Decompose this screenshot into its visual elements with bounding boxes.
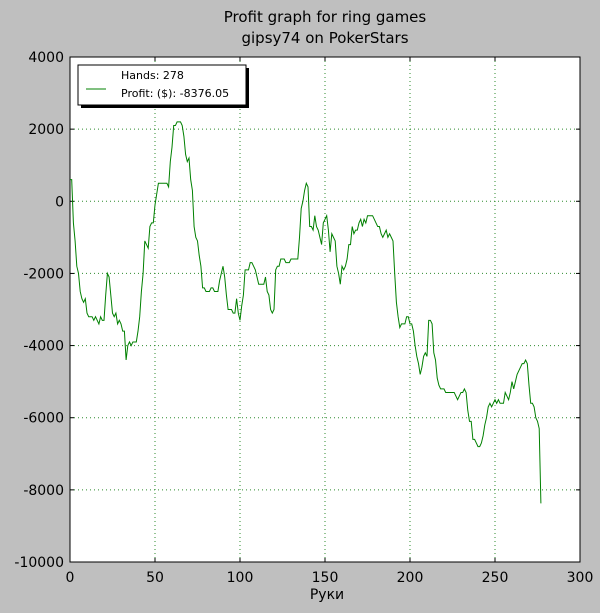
x-tick-label: 50 <box>146 570 164 586</box>
x-tick-label: 200 <box>397 570 424 586</box>
x-tick-label: 0 <box>66 570 75 586</box>
x-axis-label: Руки <box>310 587 344 603</box>
y-tick-label: -4000 <box>23 339 64 355</box>
y-tick-label: -2000 <box>23 266 64 282</box>
y-tick-label: 2000 <box>28 122 64 138</box>
y-tick-label: 0 <box>55 194 64 210</box>
y-tick-label: -10000 <box>14 555 64 571</box>
axis-ticks <box>69 56 581 563</box>
x-tick-label: 300 <box>567 570 594 586</box>
x-tick-label: 150 <box>312 570 339 586</box>
y-tick-label: 4000 <box>28 50 64 66</box>
legend-profit: Profit: ($): -8376.05 <box>121 87 229 100</box>
x-tick-labels: 0 50 100 150 200 250 300 <box>66 570 594 586</box>
y-tick-label: -8000 <box>23 483 64 499</box>
legend-hands: Hands: 278 <box>121 69 184 82</box>
profit-line <box>70 121 542 504</box>
grid-lines <box>70 57 580 562</box>
y-tick-label: -6000 <box>23 411 64 427</box>
chart-title: Profit graph for ring games <box>224 8 427 26</box>
x-tick-label: 250 <box>482 570 509 586</box>
chart-subtitle: gipsy74 on PokerStars <box>241 29 408 47</box>
legend-box <box>77 64 247 106</box>
legend: Hands: 278 Profit: ($): -8376.05 <box>77 64 249 108</box>
x-tick-label: 100 <box>227 570 254 586</box>
y-tick-labels: 4000 2000 0 -2000 -4000 -6000 -8000 -10000 <box>14 50 64 571</box>
